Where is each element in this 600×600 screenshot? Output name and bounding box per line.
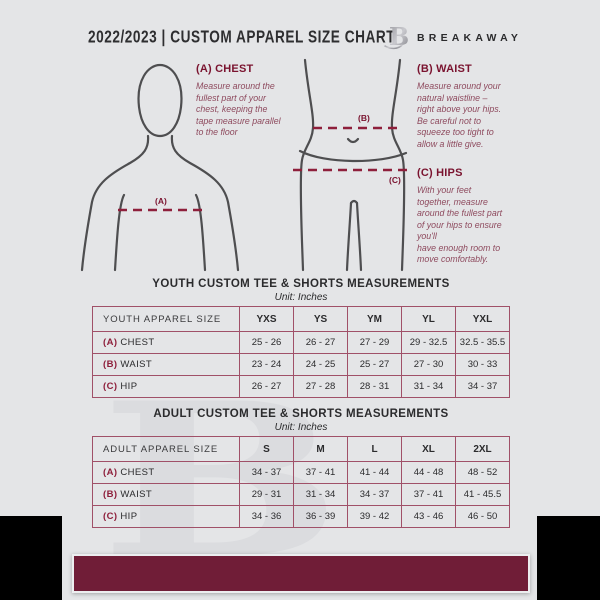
table-row: (A) CHEST 34 - 37 37 - 41 41 - 44 44 - 48… [92,461,510,484]
hips-marker-label: (C) [389,175,401,185]
table-row: (C) HIP 26 - 27 27 - 28 28 - 31 31 - 34 3… [92,375,510,398]
chest-guide-title: (A) CHEST [196,63,254,75]
value-cell: 34 - 36 [239,505,294,528]
header-cell: S [239,436,294,462]
header-cell: L [347,436,402,462]
row-label-cell: (A) CHEST [92,331,240,354]
youth-table-title: YOUTH CUSTOM TEE & SHORTS MEASUREMENTS [152,278,450,290]
adult-size-table: ADULT APPAREL SIZE S M L XL 2XL (A) CHEST… [92,436,510,528]
row-label-cell: (B) WAIST [92,483,240,506]
header-cell: ADULT APPAREL SIZE [92,436,240,462]
value-cell: 46 - 50 [455,505,510,528]
waist-marker-label: (B) [358,113,370,123]
chest-guide-text: Measure around the fullest part of your … [196,81,281,137]
header-cell: YXS [239,306,294,332]
header-cell: YS [293,306,348,332]
value-cell: 44 - 48 [401,461,456,484]
value-cell: 34 - 37 [347,483,402,506]
table-header-row: ADULT APPAREL SIZE S M L XL 2XL [92,436,510,462]
hips-guide-title: (C) HIPS [417,167,463,179]
table-row: (B) WAIST 29 - 31 31 - 34 34 - 37 37 - 41… [92,483,510,506]
value-cell: 43 - 46 [401,505,456,528]
header-cell: XL [401,436,456,462]
chest-guide-block: (A) CHEST Measure around the fullest par… [196,63,304,139]
belly-button [346,137,360,144]
row-label-cell: (B) WAIST [92,353,240,376]
value-cell: 23 - 24 [239,353,294,376]
value-cell: 39 - 42 [347,505,402,528]
header-cell: 2XL [455,436,510,462]
value-cell: 41 - 45.5 [455,483,510,506]
row-label-cell: (C) HIP [92,505,240,528]
value-cell: 48 - 52 [455,461,510,484]
body-measurement-diagram: (A) (B) (C) [80,58,408,272]
table-row: (A) CHEST 25 - 26 26 - 27 27 - 29 29 - 32… [92,331,510,354]
value-cell: 27 - 28 [293,375,348,398]
value-cell: 32.5 - 35.5 [455,331,510,354]
value-cell: 34 - 37 [239,461,294,484]
hips-guide-text: With your feet together, measure around … [417,185,503,264]
bottom-right-black-corner [537,516,600,600]
footer-accent-bar [72,554,530,593]
hips-guide-block: (C) HIPS With your feet together, measur… [417,167,541,266]
value-cell: 37 - 41 [293,461,348,484]
youth-table-unit: Unit: Inches [274,292,328,303]
page-title: 2022/2023 | CUSTOM APPAREL SIZE CHART [88,28,396,48]
value-cell: 36 - 39 [293,505,348,528]
upper-body-outline [80,63,240,272]
value-cell: 25 - 26 [239,331,294,354]
value-cell: 26 - 27 [239,375,294,398]
breakaway-logo-icon: B [381,22,411,57]
row-label-cell: (C) HIP [92,375,240,398]
value-cell: 29 - 32.5 [401,331,456,354]
value-cell: 25 - 27 [347,353,402,376]
waist-guide-title: (B) WAIST [417,63,472,75]
header-cell: YOUTH APPAREL SIZE [92,306,240,332]
value-cell: 27 - 30 [401,353,456,376]
adult-table-title: ADULT CUSTOM TEE & SHORTS MEASUREMENTS [153,408,449,420]
header-cell: YXL [455,306,510,332]
header-cell: YL [401,306,456,332]
table-row: (B) WAIST 23 - 24 24 - 25 25 - 27 27 - 30… [92,353,510,376]
brand-name: BREAKAWAY [417,32,523,44]
value-cell: 29 - 31 [239,483,294,506]
value-cell: 41 - 44 [347,461,402,484]
waist-guide-block: (B) WAIST Measure around your natural wa… [417,63,541,150]
adult-table-unit: Unit: Inches [274,422,328,433]
table-header-row: YOUTH APPAREL SIZE YXS YS YM YL YXL [92,306,510,332]
header-cell: M [293,436,348,462]
header-cell: YM [347,306,402,332]
youth-size-table: YOUTH APPAREL SIZE YXS YS YM YL YXL (A) C… [92,306,510,398]
waist-guide-text: Measure around your natural waistline – … [417,81,502,149]
value-cell: 27 - 29 [347,331,402,354]
value-cell: 30 - 33 [455,353,510,376]
value-cell: 31 - 34 [293,483,348,506]
value-cell: 31 - 34 [401,375,456,398]
value-cell: 34 - 37 [455,375,510,398]
chest-marker-label: (A) [155,196,167,206]
value-cell: 37 - 41 [401,483,456,506]
value-cell: 28 - 31 [347,375,402,398]
value-cell: 24 - 25 [293,353,348,376]
bottom-left-black-corner [0,516,62,600]
row-label-cell: (A) CHEST [92,461,240,484]
table-row: (C) HIP 34 - 36 36 - 39 39 - 42 43 - 46 4… [92,505,510,528]
hip-contour-line [298,149,408,163]
value-cell: 26 - 27 [293,331,348,354]
lower-body-outline [298,58,408,272]
